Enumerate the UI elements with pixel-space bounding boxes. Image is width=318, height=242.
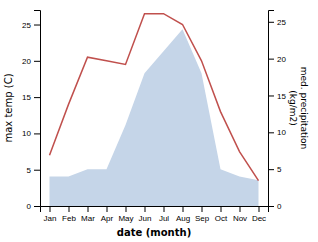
tick-label: Nov [233, 214, 247, 223]
tick: Jul [159, 206, 169, 223]
tick-mark [268, 169, 274, 170]
y2-axis: 0 5 10 15 20 25 [268, 11, 286, 212]
tick: May [118, 206, 133, 223]
tick-label: 15 [277, 92, 286, 101]
tick: 20 [268, 55, 286, 64]
area [50, 29, 259, 206]
tick: Nov [233, 206, 247, 223]
tick-label: 20 [22, 57, 31, 66]
tick-label: Jun [139, 214, 152, 223]
tick: 10 [268, 128, 286, 137]
tick-mark [126, 206, 127, 212]
tick-label: Jul [159, 214, 169, 223]
y-axis-title: max temp (C) [3, 73, 14, 142]
x-axis-title: date (month) [117, 227, 191, 238]
tick-label: 25 [22, 21, 31, 30]
tick-label: 5 [277, 165, 282, 174]
tick-mark [268, 206, 274, 207]
tick: Sep [195, 206, 210, 223]
tick-mark [268, 95, 274, 96]
marks [50, 14, 259, 206]
tick-label: Aug [176, 214, 190, 223]
tick: Oct [215, 206, 228, 223]
tick: Jun [139, 206, 152, 223]
tick-label: Oct [215, 214, 228, 223]
tick: Mar [81, 206, 95, 223]
tick: 5 [268, 165, 282, 174]
tick-mark [34, 61, 40, 62]
tick-label: Mar [81, 214, 95, 223]
tick-mark [259, 206, 260, 212]
tick-mark [34, 25, 40, 26]
tick-label: Jan [44, 214, 57, 223]
tick-mark [268, 59, 274, 60]
tick: 25 [268, 18, 286, 27]
tick: 20 [22, 57, 40, 66]
chart: Jan Feb Mar Apr May Jun Jul Aug Sep Oct Nov Dec 0 5 10… [0, 0, 318, 242]
y-axis: 0 5 10 15 20 25 [22, 11, 40, 212]
tick-label: 15 [22, 93, 31, 102]
tick-label: 5 [27, 166, 32, 175]
tick-label: May [118, 214, 133, 223]
tick-mark [34, 206, 40, 207]
tick: 15 [22, 93, 40, 102]
tick-label: 20 [277, 55, 286, 64]
tick-label: Feb [62, 214, 76, 223]
tick-mark [107, 206, 108, 212]
tick-label: Apr [101, 214, 114, 223]
chart-container: Jan Feb Mar Apr May Jun Jul Aug Sep Oct Nov Dec 0 5 10… [0, 0, 318, 242]
axis-line [34, 11, 41, 207]
tick: 0 [27, 202, 40, 211]
tick: 5 [27, 166, 40, 175]
tick: Apr [101, 206, 114, 223]
tick-mark [268, 132, 274, 133]
line [50, 14, 259, 181]
tick-label: Sep [195, 214, 210, 223]
tick: Aug [176, 206, 190, 223]
tick: Feb [62, 206, 76, 223]
y2-axis-title: med. precipitation(kg/m2) [288, 67, 309, 149]
tick-mark [240, 206, 241, 212]
tick-mark [221, 206, 222, 212]
axis-line [41, 207, 269, 213]
tick-mark [164, 206, 165, 212]
tick-mark [34, 133, 40, 134]
tick-label: 10 [22, 129, 31, 138]
tick-mark [202, 206, 203, 212]
x-axis: Jan Feb Mar Apr May Jun Jul Aug Sep Oct Nov Dec [41, 206, 269, 223]
tick-label: 0 [277, 202, 282, 211]
tick-mark [145, 206, 146, 212]
tick-mark [88, 206, 89, 212]
tick: 0 [268, 202, 282, 211]
tick-mark [34, 97, 40, 98]
tick-mark [50, 206, 51, 212]
tick-mark [34, 170, 40, 171]
tick: 15 [268, 92, 286, 101]
tick-label: Dec [252, 214, 266, 223]
plot-area: Jan Feb Mar Apr May Jun Jul Aug Sep Oct Nov Dec 0 5 10… [22, 11, 286, 223]
tick: Dec [252, 206, 266, 223]
tick-mark [268, 22, 274, 23]
tick-label: 25 [277, 18, 286, 27]
axis-line [269, 11, 275, 207]
tick: 10 [22, 129, 40, 138]
tick-mark [183, 206, 184, 212]
tick: 25 [22, 21, 40, 30]
tick-label: 10 [277, 128, 286, 137]
tick-mark [69, 206, 70, 212]
tick-label: 0 [27, 202, 32, 211]
tick: Jan [44, 206, 57, 223]
